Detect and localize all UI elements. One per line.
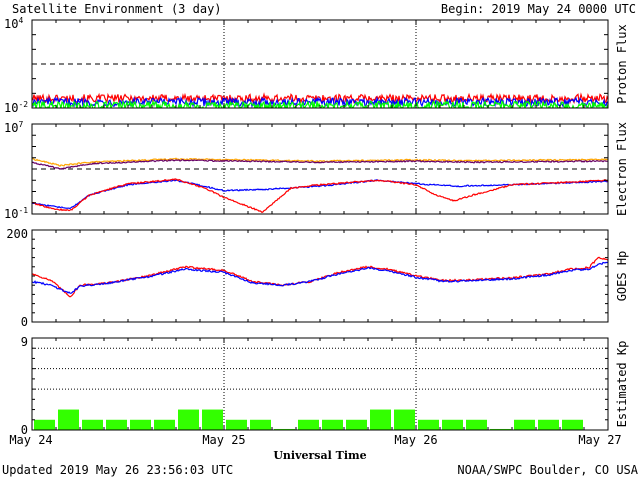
y-tick-label: 0: [21, 315, 28, 329]
kp-bar: [106, 419, 127, 430]
panel-1: 104 10-2 Proton Flux: [4, 16, 629, 115]
begin-label: Begin: 2019 May 24 0000 UTC: [441, 2, 636, 16]
kp-bar: [58, 409, 79, 430]
y-tick-label: 107: [4, 120, 23, 135]
plot-area: [32, 347, 608, 430]
kp-bar: [298, 419, 319, 430]
chart-title: Satellite Environment (3 day): [12, 2, 222, 16]
panel-3: 200 0 GOES Hp: [6, 227, 629, 329]
kp-bar: [274, 428, 295, 430]
kp-bar: [202, 409, 223, 430]
series-line: [32, 96, 608, 108]
kp-bar: [154, 419, 175, 430]
kp-bar: [562, 419, 583, 430]
kp-bar: [250, 419, 271, 430]
panels: 104 10-2 Proton Flux 107 10-1 Electron Flux 20…: [4, 16, 629, 437]
kp-bar: [322, 419, 343, 430]
kp-bar: [346, 419, 367, 430]
kp-bar: [370, 409, 391, 430]
y-tick-label: 9: [21, 335, 28, 349]
y-tick-label: 0: [21, 423, 28, 437]
credit-label: NOAA/SWPC Boulder, CO USA: [457, 463, 638, 477]
y-tick-label: 10-2: [4, 100, 28, 115]
x-tick-labels: May 24 May 25 May 26 May 27: [9, 433, 621, 447]
x-axis-title: Universal Time: [273, 449, 366, 462]
kp-bar: [442, 419, 463, 430]
x-tick-label: May 27: [578, 433, 621, 447]
kp-bar: [538, 419, 559, 430]
kp-bar: [514, 419, 535, 430]
kp-bar: [178, 409, 199, 430]
x-tick-label: May 26: [394, 433, 437, 447]
panel-2: 107 10-1 Electron Flux: [4, 120, 629, 221]
plot-area: [32, 256, 608, 298]
kp-bar: [418, 419, 439, 430]
series-line: [32, 157, 608, 167]
x-tick-label: May 24: [9, 433, 52, 447]
updated-label: Updated 2019 May 26 23:56:03 UTC: [2, 463, 233, 477]
plot-area: [32, 157, 608, 214]
series-line: [32, 178, 608, 214]
kp-bar: [82, 419, 103, 430]
y-axis-label: Proton Flux: [615, 24, 629, 103]
panel-4: 9 0 Estimated Kp: [21, 335, 629, 437]
kp-bar: [130, 419, 151, 430]
kp-bar: [490, 428, 511, 430]
plot-area: [32, 63, 608, 108]
kp-bar: [394, 409, 415, 430]
kp-bar: [34, 419, 55, 430]
y-axis-label: GOES Hp: [615, 251, 629, 302]
kp-bar: [466, 419, 487, 430]
y-axis-label: Electron Flux: [615, 122, 629, 216]
y-tick-label: 200: [6, 227, 28, 241]
x-tick-label: May 25: [202, 433, 245, 447]
series-line: [32, 159, 608, 170]
panel-frame: [31, 337, 609, 431]
kp-bar: [226, 419, 247, 430]
y-tick-label: 10-1: [4, 206, 28, 221]
series-line: [32, 261, 608, 294]
y-axis-label: Estimated Kp: [615, 341, 629, 428]
y-tick-label: 104: [4, 16, 23, 31]
